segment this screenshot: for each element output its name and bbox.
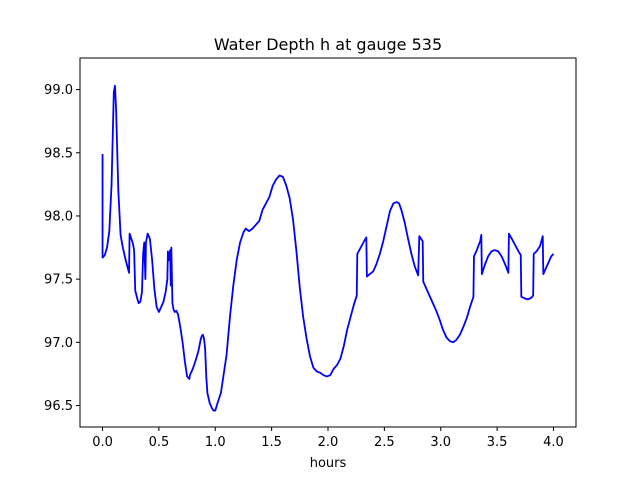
y-tick-label: 97.0 (44, 336, 73, 351)
x-tick-label: 1.5 (261, 435, 282, 450)
y-tick-label: 97.5 (44, 273, 73, 288)
chart-title: Water Depth h at gauge 535 (214, 35, 442, 54)
x-tick-label: 2.5 (374, 435, 395, 450)
x-tick-label: 0.0 (92, 435, 113, 450)
series-line-0 (101, 84, 555, 412)
x-tick-label: 1.0 (205, 435, 226, 450)
x-tick-label: 4.0 (543, 435, 564, 450)
y-tick-label: 99.0 (44, 83, 73, 98)
axes-frame (79, 57, 577, 428)
x-tick-label: 2.0 (318, 435, 339, 450)
x-tick-label: 3.5 (487, 435, 508, 450)
y-tick-label: 98.0 (44, 209, 73, 224)
x-axis: 0.0 0.5 1.0 1.5 2.0 2.5 3.0 3.5 4.0 (92, 427, 564, 450)
plot-area (101, 84, 555, 412)
y-tick-label: 96.5 (44, 399, 73, 414)
x-axis-label: hours (310, 456, 347, 471)
x-tick-label: 0.5 (149, 435, 170, 450)
x-tick-label: 3.0 (430, 435, 451, 450)
y-tick-label: 98.5 (44, 146, 73, 161)
y-axis: 96.5 97.0 97.5 98.0 98.5 99.0 (44, 83, 80, 414)
